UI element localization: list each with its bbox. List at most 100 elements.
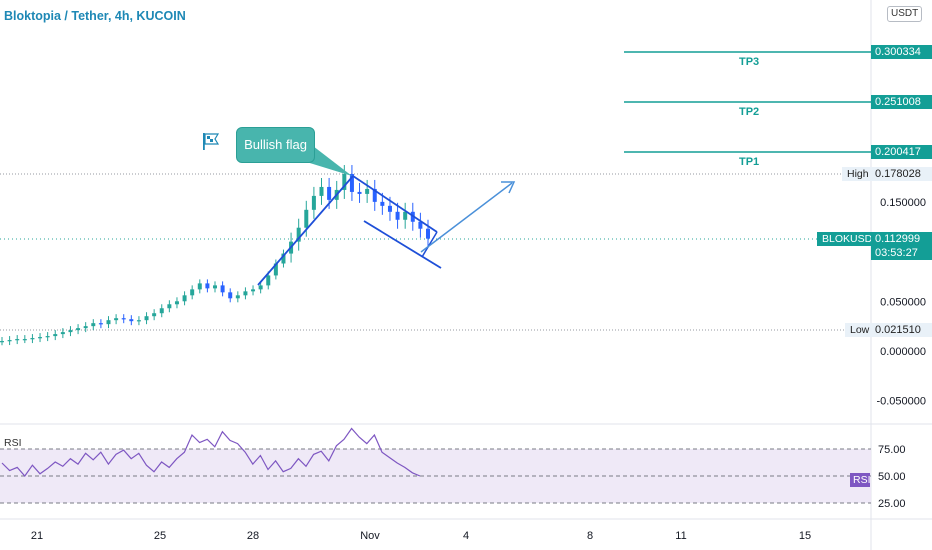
candle-body bbox=[136, 320, 141, 322]
flag-upper-line bbox=[352, 175, 438, 233]
rsi-tick-label: 25.00 bbox=[878, 498, 906, 510]
chart-title: Bloktopia / Tether, 4h, KUCOIN bbox=[4, 9, 186, 23]
candle-body bbox=[418, 221, 423, 229]
x-tick-label: 4 bbox=[463, 530, 469, 542]
candle-body bbox=[159, 308, 164, 314]
candle-body bbox=[304, 209, 309, 228]
candle-body bbox=[258, 285, 263, 290]
candle-body bbox=[30, 338, 35, 340]
candle-body bbox=[327, 186, 332, 200]
candle-body bbox=[15, 339, 20, 341]
y-tick-label: 0.000000 bbox=[880, 346, 926, 358]
flag-lower-line bbox=[363, 220, 442, 269]
rsi-axis: 75.00 50.00 25.00 bbox=[878, 444, 906, 510]
candle-body bbox=[296, 227, 301, 242]
candle-body bbox=[342, 174, 347, 190]
candle-body bbox=[365, 188, 370, 194]
candle-body bbox=[319, 186, 324, 196]
candle-body bbox=[266, 275, 271, 286]
flag-icon bbox=[203, 133, 220, 150]
candle-body bbox=[426, 228, 430, 239]
candle-body bbox=[45, 336, 50, 338]
candle-body bbox=[235, 295, 240, 299]
candle-body bbox=[106, 320, 111, 325]
x-tick-label: 28 bbox=[247, 530, 259, 542]
rsi-tick-label: 75.00 bbox=[878, 444, 906, 456]
currency-unit-button[interactable]: USDT bbox=[887, 6, 923, 22]
rsi-value-tag: RSI bbox=[850, 473, 871, 487]
candle-body bbox=[152, 313, 157, 317]
candle-body bbox=[76, 328, 81, 331]
candle-body bbox=[281, 253, 286, 264]
tp2-label: TP2 bbox=[739, 106, 760, 118]
candle-body bbox=[22, 339, 27, 341]
low-price-label: 0.021510 bbox=[871, 323, 932, 337]
bar-countdown: 03:53:27 bbox=[871, 246, 932, 260]
high-tag: High bbox=[842, 167, 871, 181]
candle-body bbox=[68, 330, 73, 333]
candle-body bbox=[403, 211, 408, 220]
x-tick-label: 25 bbox=[154, 530, 166, 542]
candle-body bbox=[98, 323, 103, 325]
flagpole-line bbox=[257, 175, 354, 286]
flag-bottom-line bbox=[421, 231, 438, 258]
candle-body bbox=[205, 283, 210, 289]
tp3-price-label: 0.300334 bbox=[871, 45, 932, 59]
x-tick-label: 11 bbox=[675, 530, 686, 542]
x-tick-label: 15 bbox=[799, 530, 811, 542]
candle-body bbox=[387, 205, 392, 212]
y-axis: 0.150000 0.050000 0.000000 -0.050000 bbox=[876, 197, 926, 408]
candle-body bbox=[380, 201, 385, 206]
candle-body bbox=[197, 283, 202, 290]
candle-body bbox=[190, 289, 195, 296]
candle-body bbox=[395, 211, 400, 220]
candle-body bbox=[349, 174, 354, 192]
candle-body bbox=[91, 323, 96, 327]
candle-body bbox=[144, 316, 149, 321]
x-axis: 21 25 28 Nov 4 8 11 15 bbox=[31, 530, 811, 542]
candle-body bbox=[83, 326, 88, 329]
candle-body bbox=[357, 191, 362, 194]
symbol-tag: BLOKUSDT bbox=[817, 232, 879, 246]
x-tick-label: Nov bbox=[360, 530, 380, 542]
candle-body bbox=[53, 334, 58, 337]
high-price-label: 0.178028 bbox=[871, 167, 932, 181]
rsi-indicator-label[interactable]: RSI bbox=[4, 437, 22, 449]
candle-body bbox=[174, 301, 179, 305]
candle-body bbox=[60, 332, 65, 335]
candle-body bbox=[7, 340, 12, 342]
candle-body bbox=[0, 341, 4, 343]
bullish-flag-callout[interactable]: Bullish flag bbox=[236, 127, 315, 163]
candle-body bbox=[213, 285, 217, 289]
y-tick-label: 0.050000 bbox=[880, 296, 926, 308]
tp3-label: TP3 bbox=[739, 56, 760, 68]
tp1-price-label: 0.200417 bbox=[871, 145, 932, 159]
candle-body bbox=[129, 319, 134, 322]
candle-body bbox=[121, 318, 126, 320]
candle-body bbox=[228, 292, 233, 299]
candle-body bbox=[114, 318, 119, 321]
rsi-tick-label: 50.00 bbox=[878, 471, 906, 483]
candle-body bbox=[167, 304, 172, 309]
candle-body bbox=[311, 195, 316, 210]
y-tick-label: 0.150000 bbox=[880, 197, 926, 209]
candle-body bbox=[220, 285, 225, 293]
y-tick-label: -0.050000 bbox=[876, 396, 926, 408]
current-price-label: 0.112999 bbox=[871, 232, 932, 246]
x-tick-label: 8 bbox=[587, 530, 593, 542]
projection-arrowhead bbox=[501, 181, 516, 194]
low-tag: Low bbox=[845, 323, 871, 337]
candle-body bbox=[182, 295, 187, 302]
tp1-label: TP1 bbox=[739, 156, 760, 168]
candle-body bbox=[38, 337, 43, 339]
candle-body bbox=[251, 289, 256, 292]
projection-arrow bbox=[420, 182, 513, 253]
tp2-price-label: 0.251008 bbox=[871, 95, 932, 109]
rsi-line bbox=[1, 427, 421, 477]
candlestick-series bbox=[0, 165, 430, 346]
x-tick-label: 21 bbox=[31, 530, 43, 542]
candle-body bbox=[243, 291, 248, 296]
candle-body bbox=[273, 263, 278, 276]
candle-body bbox=[372, 188, 377, 202]
